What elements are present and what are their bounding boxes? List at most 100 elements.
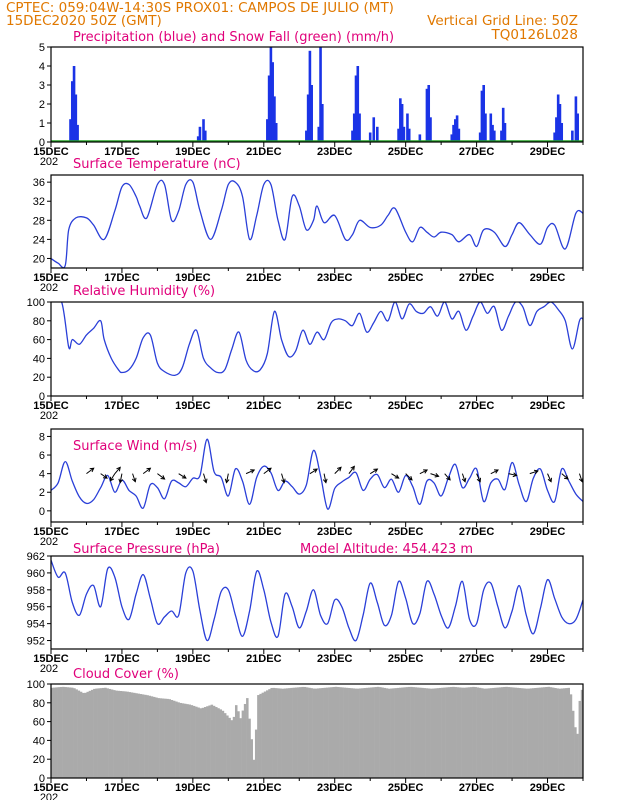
cloud-bar [95,688,98,778]
cloud-bar [113,690,116,778]
wind-arrow-head [533,469,539,475]
precip-bar [406,113,409,142]
wind-arrow-head [407,475,413,481]
cloud-bar [474,687,477,778]
precip-bar [455,115,459,142]
pres-ytick-label: 960 [27,568,45,580]
wind-frame [50,428,584,523]
cloud-bar [534,687,537,778]
precip-bar [196,136,200,142]
cloud-bar [505,686,508,778]
cloud-bar [206,706,209,778]
cloud-bar [367,687,371,778]
precip-bar [478,132,482,142]
rh-xtick-label: 27DEC [459,400,495,412]
cloud-bar [166,698,169,778]
cloud-bar [554,687,557,778]
cloud-bar [232,716,236,778]
precip-bar [457,128,461,142]
cloud-bar [363,688,367,778]
temp-xtick-label: 19DEC [175,272,211,284]
temp-title: Surface Temperature (nC) [73,157,241,172]
cloud-bar [532,688,535,778]
cloud-bar [520,688,524,778]
cloud-bar [434,688,437,778]
precip-bar [480,90,484,142]
cloud-bar [427,688,431,778]
cloud-bar [503,686,506,778]
wind-ytick-label: 2 [39,487,45,499]
wind-arrow [391,473,399,479]
cloud-bar [252,759,256,778]
cloud-bar [376,686,380,778]
cloud-bar [90,689,94,778]
wind-arrow-head [493,469,499,474]
cloud-bar [354,688,358,778]
cloud-bar [481,688,484,778]
wind-arrow [263,467,272,475]
cloud-bar [212,705,216,778]
cloud-bar [297,687,300,778]
pres-data [51,559,583,642]
cloud-bar [321,687,324,778]
cloud-bar [101,687,105,778]
cloud-ytick-label: 60 [33,717,45,729]
cloud-bar [487,688,491,778]
temp-xtick-label: 23DEC [317,272,353,284]
wind-arrow-head [337,466,342,472]
cloud-bar [263,691,267,778]
cloud-bar [119,691,123,778]
cloud-bar [155,697,158,778]
wind-arrow-head [547,477,552,483]
cloud-bar [239,718,242,778]
pres-xtick-label: 15DEC [33,653,69,665]
precip-bar [555,117,558,142]
wind-ytick-label: 8 [39,431,45,443]
cloud-bar [463,687,466,778]
rh-xtick-label: 25DEC [388,400,424,412]
precip-bar [72,66,76,142]
wind-arrow-head [116,466,121,472]
precip-bar [74,94,78,142]
cloud-bar [70,687,74,778]
temp-series-line [51,179,583,268]
cloud-bar [356,688,360,778]
precip-bar [397,128,400,142]
cloud-bar [454,687,457,778]
cloud-bar [571,710,575,778]
cloud-bar [343,687,347,778]
wind-arrow-head [461,477,467,483]
precip-bar [429,117,432,142]
cloud-bar [62,686,65,778]
precip-bar [556,94,560,142]
wind-arrow-head [266,467,272,473]
cloud-xtick-label: 29DEC [530,782,566,794]
cloud-bar [274,688,278,778]
cloud-bar [217,708,220,778]
cloud-bar [518,688,522,778]
cloud-bar [421,687,424,778]
precip-xtick-label: 27DEC [459,146,495,158]
cloud-bar [374,687,378,778]
cloud-bar [157,698,160,778]
cloud-bar [79,691,83,778]
precip-xtick-label: 15DEC [33,146,69,158]
temp-frame [50,174,584,269]
cloud-bar [93,688,96,778]
precip-ytick-label: 4 [39,61,45,73]
cloud-bar [164,698,167,778]
cloud-data [51,686,583,778]
cloud-ytick-label: 40 [33,735,45,747]
cloud-bar [387,688,391,778]
pres-xtick-label: 17DEC [104,653,140,665]
cloud-bar [445,687,449,778]
wind-data [51,438,583,510]
cloud-bar [507,687,511,778]
rh-xtick-label: 21DEC [246,400,282,412]
wind-arrow [157,473,165,480]
precip-bar [266,119,269,142]
pres-xtick-label: 29DEC [530,653,566,665]
cloud-bar [370,687,373,778]
wind-arrow-head [181,474,187,479]
cloud-bar [139,694,143,778]
